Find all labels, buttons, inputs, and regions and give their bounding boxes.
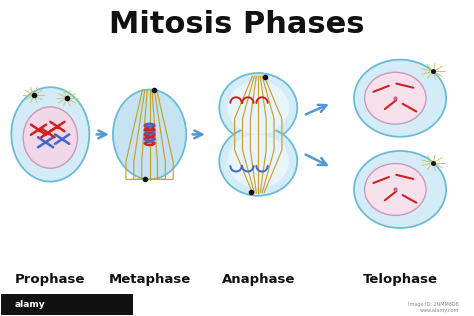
- Ellipse shape: [365, 72, 426, 124]
- Ellipse shape: [228, 134, 289, 188]
- Ellipse shape: [354, 60, 446, 137]
- Ellipse shape: [23, 107, 77, 168]
- Ellipse shape: [354, 151, 446, 228]
- Text: alamy: alamy: [15, 300, 46, 309]
- Text: Image ID: 2NMM8D8
www.alamy.com: Image ID: 2NMM8D8 www.alamy.com: [409, 302, 459, 313]
- Text: Anaphase: Anaphase: [221, 273, 295, 286]
- Ellipse shape: [228, 81, 289, 134]
- Text: Mitosis Phases: Mitosis Phases: [109, 10, 365, 39]
- Ellipse shape: [113, 89, 186, 179]
- Ellipse shape: [219, 126, 297, 196]
- Text: Metaphase: Metaphase: [109, 273, 191, 286]
- Bar: [0, 294, 133, 315]
- Text: Telophase: Telophase: [363, 273, 438, 286]
- Ellipse shape: [365, 163, 426, 216]
- Ellipse shape: [219, 73, 297, 142]
- Text: Prophase: Prophase: [15, 273, 85, 286]
- Ellipse shape: [11, 87, 89, 182]
